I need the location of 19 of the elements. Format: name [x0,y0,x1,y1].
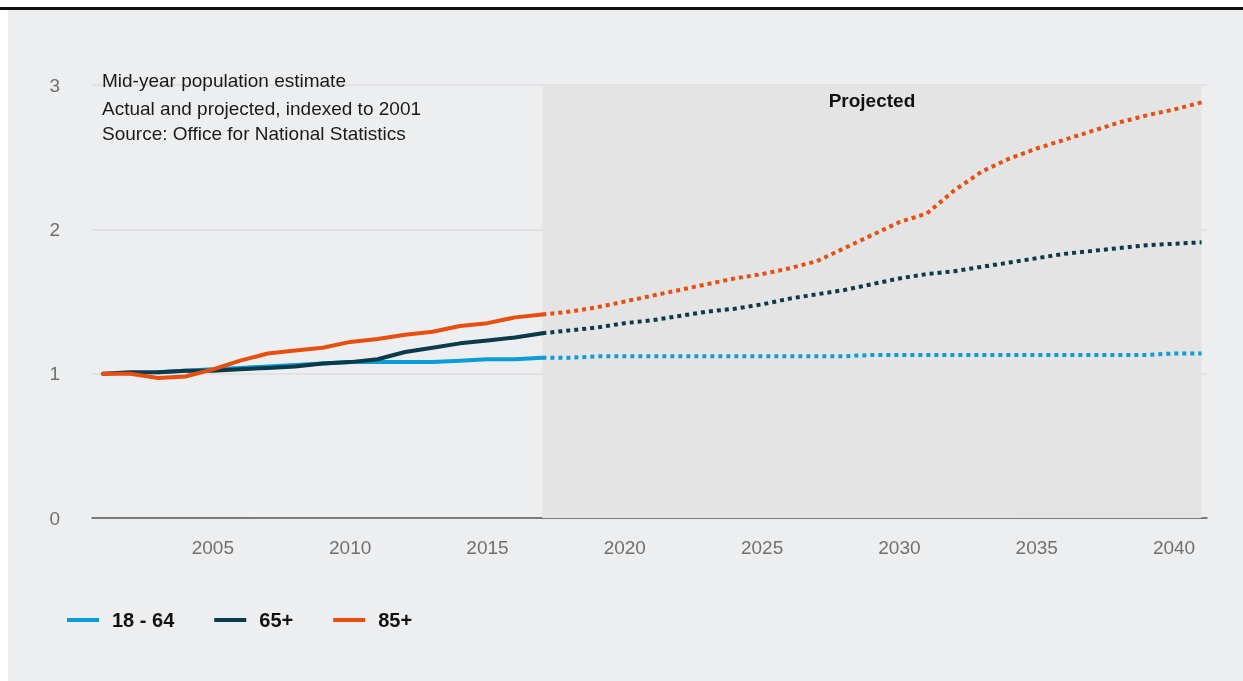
x-tick-label: 2010 [329,537,372,558]
annotation: Source: Office for National Statistics [102,123,406,144]
y-tick-label: 1 [49,363,60,385]
y-tick-label: 2 [49,218,60,240]
legend-label: 65+ [259,609,294,631]
x-tick-label: 2030 [878,537,921,558]
y-tick-label: 0 [49,507,60,529]
y-tick-label: 3 [49,74,60,96]
x-tick-label: 2015 [466,537,509,558]
band-label: Projected [828,90,916,111]
x-tick-label: 2005 [191,537,234,558]
text: Actual and projected, indexed to 2001 [102,97,422,119]
x-tick-label: 2040 [1152,537,1196,558]
chart-title: Mid-year population estimate [102,69,346,91]
x-tick-label: 2035 [1015,537,1058,558]
legend-label: 85+ [378,609,413,631]
x-tick-label: 2020 [603,537,646,558]
legend-label: 18 - 64 [112,609,176,631]
x-tick-label: 2025 [740,537,784,558]
